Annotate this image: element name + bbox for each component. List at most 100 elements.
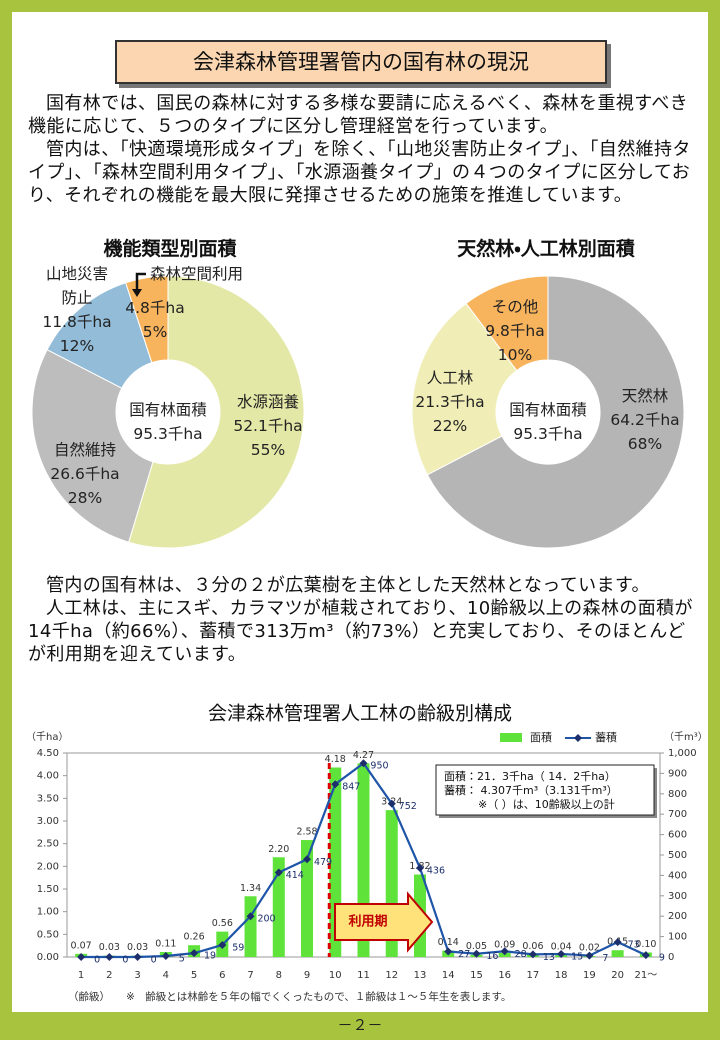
y2-tick-label: 100 [668, 932, 687, 943]
slice-name: その他 [491, 298, 539, 316]
center-label: 国有林面積 [509, 401, 587, 419]
x-tick-label: 19 [583, 970, 596, 981]
x-tick-label: 15 [470, 970, 483, 981]
slice-value: 4.8千ha [125, 299, 185, 317]
x-tick-label: 7 [247, 970, 253, 981]
slice-share: 22% [432, 417, 468, 435]
bar-label: 0.03 [127, 942, 148, 953]
line-label: 0 [94, 955, 100, 966]
slice-label: その他 9.8千ha 10% [455, 295, 575, 367]
y-tick-label: 2.00 [37, 861, 59, 872]
bar-label: 0.26 [183, 932, 204, 943]
y2-tick-label: 1,000 [668, 748, 697, 759]
line-label: 200 [257, 914, 275, 925]
bar-label: 1.34 [240, 883, 261, 894]
slice-label: 天然林 64.2千ha 68% [585, 384, 705, 456]
paragraph: 管内は、「快適環境形成タイプ」を除く、「山地災害防止タイプ」、「自然維持タイプ」… [28, 139, 691, 206]
center-label: 国有林面積 [129, 401, 207, 419]
slice-share: 10% [497, 346, 533, 364]
legend-swatch [574, 734, 582, 742]
chart-title: 天然林・人工林別面積 [457, 238, 635, 260]
donut-slice [31, 348, 154, 543]
line-label: 9 [659, 953, 665, 964]
slice-label: 山地災害防止 11.8千ha 12% [42, 262, 112, 358]
line-marker [613, 938, 622, 947]
donut-slice [128, 275, 305, 549]
summary-line: 面積：21．3千ha（ 14．2千ha） [444, 769, 616, 783]
bar-label: 2.20 [268, 844, 289, 855]
x-tick-label: 20 [611, 970, 624, 981]
line-marker [274, 868, 283, 877]
x-tick-label: 6 [219, 970, 225, 981]
page-title: 会津森林管理署管内の国有林の現況 [115, 40, 607, 84]
chart-title: 会津森林管理署人工林の齢級別構成 [208, 703, 512, 725]
x-tick-label: 17 [527, 970, 540, 981]
legend-swatch [500, 733, 522, 742]
x-tick-label: 1 [78, 970, 84, 981]
y-tick-label: 1.00 [37, 907, 59, 918]
line-label: 19 [204, 951, 216, 962]
y2-tick-label: 600 [668, 830, 687, 841]
slice-label: 水源涵養 52.1千ha 55% [208, 390, 328, 462]
legend-label: 蓄積 [595, 730, 617, 744]
period-arrow [334, 891, 434, 953]
line-marker [359, 759, 368, 768]
bar [611, 950, 624, 957]
x-tick-label: 9 [304, 970, 310, 981]
donut-slice [426, 275, 685, 549]
paragraph: 人工林は、主にスギ、カラマツが植栽されており、10齢級以上の森林の面積が14千h… [28, 598, 693, 665]
outro: 管内の国有林は、３分の２が広葉樹を主体とした天然林となっています。 人工林は、主… [28, 574, 694, 666]
line-marker [133, 953, 142, 961]
line-label: 73 [628, 940, 640, 951]
line-label: 27 [458, 949, 470, 960]
slice-value: 11.8千ha [42, 313, 112, 331]
center-total: 95.3千ha [513, 425, 583, 443]
paragraph: 管内の国有林は、３分の２が広葉樹を主体とした天然林となっています。 [46, 575, 650, 596]
line-marker [585, 951, 594, 960]
bar [244, 896, 257, 957]
x-tick-label: 11 [357, 970, 370, 981]
y2-tick-label: 200 [668, 911, 687, 922]
line-marker [472, 949, 481, 958]
line-marker [190, 949, 199, 958]
x-tick-label: 21〜 [635, 970, 658, 981]
chart-note: ※ 齢級とは林齢を５年の幅でくくったもので、１齢級は１～５年生を表します。 [126, 990, 511, 1003]
bar [272, 857, 285, 957]
line-marker [528, 950, 537, 959]
line-marker [218, 940, 227, 949]
slice-name: 天然林 [621, 387, 669, 405]
x-unit: （齢級） [68, 990, 110, 1003]
slice-share: 5% [142, 323, 168, 341]
bar-label: 0.10 [635, 939, 656, 950]
bar-label: 4.27 [353, 750, 374, 761]
y2-unit: （千m³） [664, 731, 708, 743]
slice-share: 28% [67, 489, 103, 507]
bar-label: 0.09 [494, 939, 515, 950]
line-marker [500, 947, 509, 956]
line-label: 28 [515, 949, 527, 960]
slice-value: 21.3千ha [415, 393, 485, 411]
summary-line: 蓄積： 4.307千m³（3.131千m³） [444, 783, 618, 797]
slice-label: 自然維持 26.6千ha 28% [25, 438, 145, 510]
line-label: 5 [179, 953, 185, 964]
y-tick-label: 2.50 [37, 839, 59, 850]
bar-label: 0.06 [522, 941, 543, 952]
bar-label: 0.14 [438, 937, 459, 948]
label-arrow [135, 272, 146, 292]
bar-label: 4.18 [325, 754, 346, 765]
y2-tick-label: 300 [668, 891, 687, 902]
paragraph: 国有林では、国民の森林に対する多様な要請に応えるべく、森林を重視すべき機能に応じ… [28, 93, 689, 137]
line-marker [387, 799, 396, 808]
line-marker [303, 855, 312, 864]
x-tick-label: 4 [163, 970, 169, 981]
period-label: 利用期 [348, 914, 387, 930]
y-tick-label: 0.50 [37, 929, 59, 940]
slice-label: 4.8千ha 5% [95, 296, 215, 344]
line-label: 950 [370, 761, 388, 772]
line-label: 414 [286, 870, 304, 881]
y2-tick-label: 500 [668, 850, 687, 861]
y-tick-label: 3.50 [37, 793, 59, 804]
y2-tick-label: 400 [668, 870, 687, 881]
line-marker [105, 953, 114, 961]
bar-label: 0.04 [551, 942, 572, 953]
